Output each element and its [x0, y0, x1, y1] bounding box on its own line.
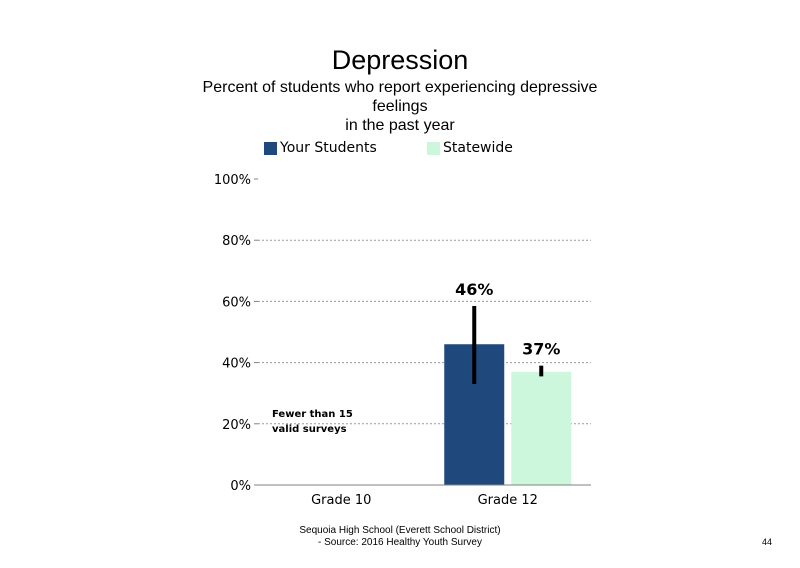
legend-label: Statewide: [443, 140, 513, 156]
legend-label: Your Students: [280, 140, 377, 156]
annotation-text: Fewer than 15: [272, 409, 353, 420]
data-label: 37%: [522, 340, 560, 359]
page-number: 44: [761, 537, 772, 547]
chart-title: Depression: [331, 45, 469, 75]
y-tick-label: 60%: [222, 295, 251, 310]
legend-item-statewide: Statewide: [427, 140, 513, 156]
y-tick-label: 20%: [222, 418, 251, 433]
subtitle-line: feelings: [372, 98, 428, 115]
footer-school: Sequoia High School (Everett School Dist…: [299, 525, 501, 536]
y-tick-label: 80%: [222, 234, 251, 249]
y-tick-label: 100%: [214, 173, 251, 188]
subtitle-line: in the past year: [345, 117, 455, 134]
annotation-text: valid surveys: [272, 424, 347, 435]
data-label: 46%: [455, 280, 493, 299]
chart-subtitle: Percent of students who report experienc…: [190, 78, 610, 135]
y-tick-label: 0%: [230, 479, 251, 494]
bar: [511, 371, 572, 485]
subtitle-line: Percent of students who report experienc…: [202, 79, 598, 96]
y-tick-label: 40%: [222, 357, 251, 372]
footer: Sequoia High School (Everett School Dist…: [250, 525, 550, 549]
legend-item-your-students: Your Students: [264, 140, 377, 156]
legend-swatch-your-students: [264, 141, 277, 155]
x-tick-label: Grade 10: [311, 493, 371, 508]
x-tick-label: Grade 12: [478, 493, 538, 508]
footer-source: - Source: 2016 Healthy Youth Survey: [318, 537, 482, 548]
legend-swatch-statewide: [427, 141, 440, 155]
